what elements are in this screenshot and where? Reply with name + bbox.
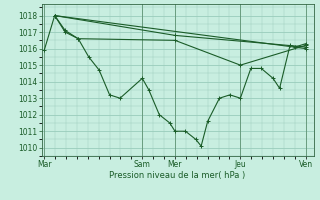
X-axis label: Pression niveau de la mer( hPa ): Pression niveau de la mer( hPa ): [109, 171, 246, 180]
